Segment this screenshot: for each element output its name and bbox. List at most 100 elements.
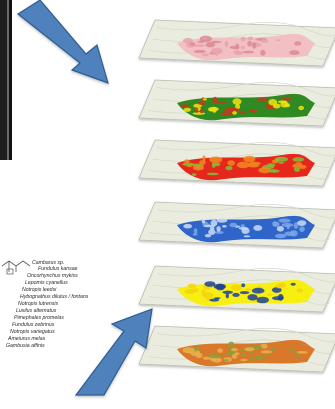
raster-speckle (209, 226, 215, 231)
raster-speckle (206, 172, 219, 176)
raster-speckle (234, 50, 244, 55)
raster-speckle (194, 107, 199, 113)
raster-speckle (179, 104, 191, 108)
raster-speckle (232, 98, 242, 105)
raster-speckle (182, 37, 193, 44)
raster-speckle (221, 113, 232, 116)
raster-speckle (232, 111, 238, 115)
raster-speckle (294, 166, 300, 172)
raster-speckle (182, 347, 195, 354)
raster-speckle (239, 110, 247, 115)
raster-speckle (275, 233, 287, 239)
raster-speckle (199, 108, 204, 114)
raster-speckle (260, 38, 269, 43)
raster-speckle (295, 352, 299, 358)
raster-speckle (268, 99, 278, 106)
raster-speckle (240, 36, 247, 42)
raster-speckle (266, 163, 276, 167)
raster-speckle (247, 40, 252, 47)
raster-speckle (293, 222, 299, 229)
raster-speckle (224, 40, 229, 48)
raster-speckle (247, 294, 258, 301)
arrow-bottom (74, 308, 153, 396)
raster-speckle (238, 227, 249, 230)
species-label: Notropis lutrensis (18, 301, 59, 307)
raster-speckle (273, 221, 280, 227)
raster-speckle (249, 109, 254, 113)
raster-speckle (298, 164, 307, 169)
species-label: Lepomis cyanellus (25, 280, 68, 286)
raster-speckle (192, 164, 204, 171)
raster-speckle (201, 219, 206, 224)
raster-speckle (202, 98, 207, 101)
raster-speckle (208, 229, 216, 235)
terrain-line (156, 268, 335, 283)
raster-speckle (296, 288, 304, 293)
raster-speckle (224, 107, 237, 113)
raster-speckle (215, 52, 218, 57)
raster-speckle (189, 42, 196, 46)
raster-speckle (290, 230, 298, 237)
raster-speckle (216, 218, 228, 223)
raster-speckle (247, 36, 254, 41)
terrain-line (156, 22, 335, 37)
raster-speckle (236, 161, 250, 169)
raster-speckle (182, 162, 195, 166)
terrain-line (156, 82, 335, 97)
raster-speckle (231, 354, 238, 359)
raster-speckle (235, 104, 241, 110)
raster-speckle (242, 50, 255, 54)
species-label: Ameiurus melas (8, 336, 46, 342)
raster-speckle (253, 225, 263, 231)
raster-speckle (239, 291, 250, 295)
raster-speckle (193, 228, 198, 234)
raster-speckle (294, 41, 302, 46)
raster-speckle (205, 41, 216, 48)
raster-speckle (292, 164, 297, 168)
raster-speckle (243, 155, 256, 163)
raster-speckle (286, 224, 290, 230)
raster-speckle (276, 39, 281, 42)
raster-speckle (211, 162, 216, 168)
raster-speckle (187, 283, 197, 288)
raster-speckle (197, 40, 205, 43)
raster-speckle (234, 352, 240, 356)
raster-speckle (204, 281, 216, 287)
raster-speckle (275, 156, 288, 162)
raster-speckle (213, 283, 226, 290)
raster-speckle (278, 218, 291, 223)
raster-speckle (215, 101, 227, 104)
raster-speckle (278, 161, 284, 164)
raster-speckle (241, 283, 246, 288)
raster-speckle (296, 351, 308, 354)
blue-richness-layer (138, 201, 335, 249)
raster-speckle (204, 234, 212, 238)
species-label: Hybognathus dilutus / fontans (20, 294, 89, 300)
raster-speckle (225, 293, 229, 299)
raster-speckle (290, 282, 296, 286)
raster-speckle (276, 226, 284, 232)
raster-speckle (183, 107, 192, 112)
raster-speckle (252, 42, 256, 49)
raster-speckle (231, 284, 242, 291)
raster-speckle (229, 45, 240, 50)
raster-speckle (203, 224, 216, 228)
raster-speckle (216, 226, 221, 232)
composite-layer (138, 325, 335, 373)
raster-speckle (271, 169, 276, 172)
raster-speckle (197, 101, 206, 106)
raster-speckle (267, 293, 273, 296)
raster-speckle (245, 288, 252, 291)
raster-speckle (225, 165, 233, 171)
species-label: Cambarus sp. (32, 260, 65, 266)
raster-speckle (255, 38, 263, 41)
terrain-line (156, 204, 335, 219)
raster-speckle (192, 112, 206, 115)
terrain-line (156, 142, 335, 157)
raster-speckle (248, 358, 256, 361)
photo-thumbnail-edge (0, 0, 12, 160)
raster-speckle (212, 106, 217, 113)
raster-speckle (241, 353, 247, 357)
arrow-top-shape (16, 0, 109, 84)
